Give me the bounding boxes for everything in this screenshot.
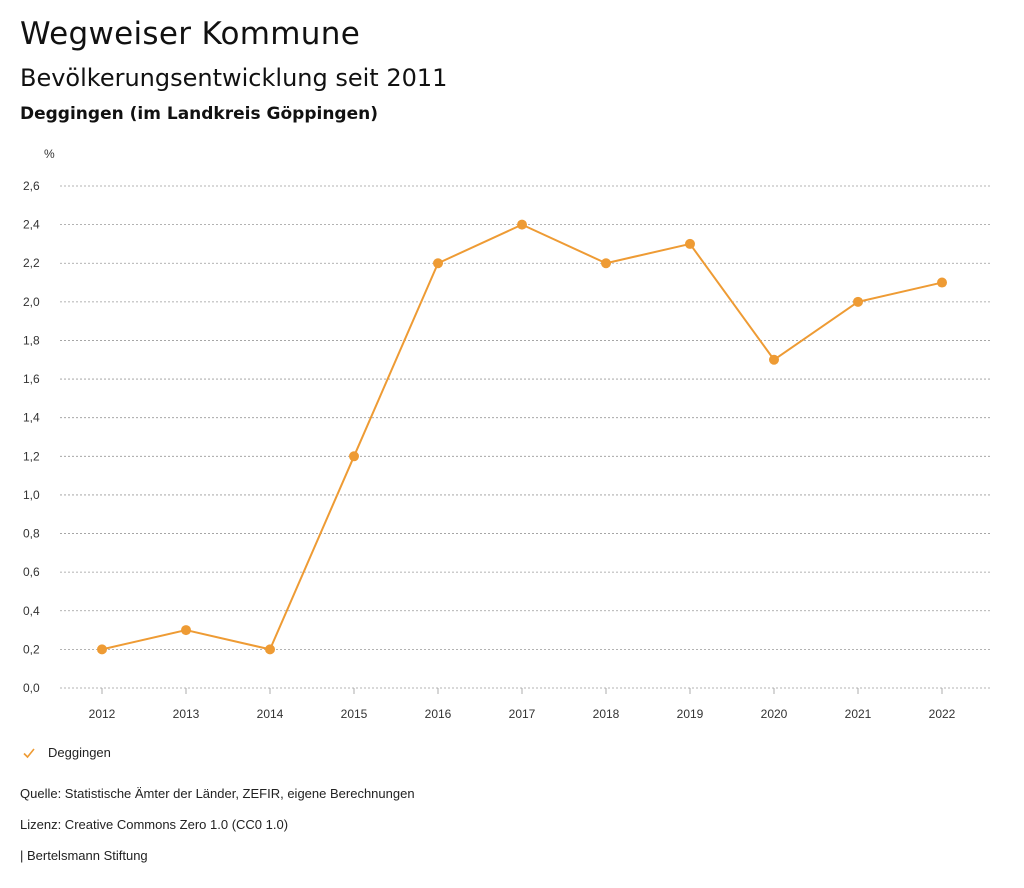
x-tick-label: 2021 bbox=[845, 707, 872, 721]
y-tick-label: 0,4 bbox=[23, 604, 40, 618]
x-tick-label: 2012 bbox=[89, 707, 116, 721]
x-tick-label: 2014 bbox=[257, 707, 284, 721]
x-tick-label: 2020 bbox=[761, 707, 788, 721]
page-title: Wegweiser Kommune bbox=[20, 16, 361, 52]
chart-subtitle: Bevölkerungsentwicklung seit 2011 bbox=[20, 64, 448, 92]
legend-item-deggingen[interactable]: Deggingen bbox=[22, 745, 111, 760]
y-tick-label: 1,2 bbox=[23, 449, 40, 463]
data-point bbox=[769, 354, 779, 365]
data-point bbox=[517, 219, 527, 230]
y-tick-label: 0,0 bbox=[23, 681, 40, 695]
y-tick-label: 1,6 bbox=[23, 372, 40, 386]
series-line-deggingen bbox=[101, 223, 943, 651]
x-tick-label: 2013 bbox=[173, 707, 200, 721]
x-tick-label: 2022 bbox=[929, 707, 956, 721]
y-tick-label: 0,8 bbox=[23, 527, 40, 541]
y-tick-label: 0,2 bbox=[23, 642, 40, 656]
y-tick-label: 0,6 bbox=[23, 565, 40, 579]
x-tick-label: 2016 bbox=[425, 707, 452, 721]
license-note: Lizenz: Creative Commons Zero 1.0 (CC0 1… bbox=[20, 817, 289, 832]
y-tick-label: 2,0 bbox=[23, 295, 40, 309]
data-point bbox=[853, 296, 863, 307]
region-label: Deggingen (im Landkreis Göppingen) bbox=[20, 104, 378, 124]
data-point bbox=[433, 258, 443, 269]
data-point bbox=[265, 644, 275, 655]
y-tick-label: 1,4 bbox=[23, 411, 40, 425]
x-tick-label: 2015 bbox=[341, 707, 368, 721]
y-tick-label: 2,6 bbox=[23, 179, 40, 193]
y-tick-label: 2,4 bbox=[23, 218, 40, 232]
source-note: Quelle: Statistische Ämter der Länder, Z… bbox=[20, 786, 415, 801]
check-icon bbox=[23, 747, 35, 758]
legend-label: Deggingen bbox=[48, 745, 111, 760]
y-tick-label: 1,8 bbox=[23, 333, 40, 347]
data-point bbox=[601, 258, 611, 269]
publisher-note: | Bertelsmann Stiftung bbox=[20, 848, 148, 863]
y-tick-label: 1,0 bbox=[23, 488, 40, 502]
y-axis-unit: % bbox=[44, 147, 55, 161]
y-tick-label: 2,2 bbox=[23, 256, 40, 270]
data-point bbox=[937, 277, 947, 288]
x-tick-label: 2019 bbox=[677, 707, 704, 721]
x-tick-label: 2018 bbox=[593, 707, 620, 721]
data-point bbox=[685, 238, 695, 249]
data-point bbox=[349, 451, 359, 462]
line-chart: % 0,0 0,2 0,4 0,6 0,8 1,0 1,2 1,4 1,6 1,8 2,0 2,2 2,4… bbox=[23, 147, 990, 721]
x-tick-label: 2017 bbox=[509, 707, 536, 721]
data-point bbox=[181, 625, 191, 636]
data-point bbox=[97, 644, 107, 655]
